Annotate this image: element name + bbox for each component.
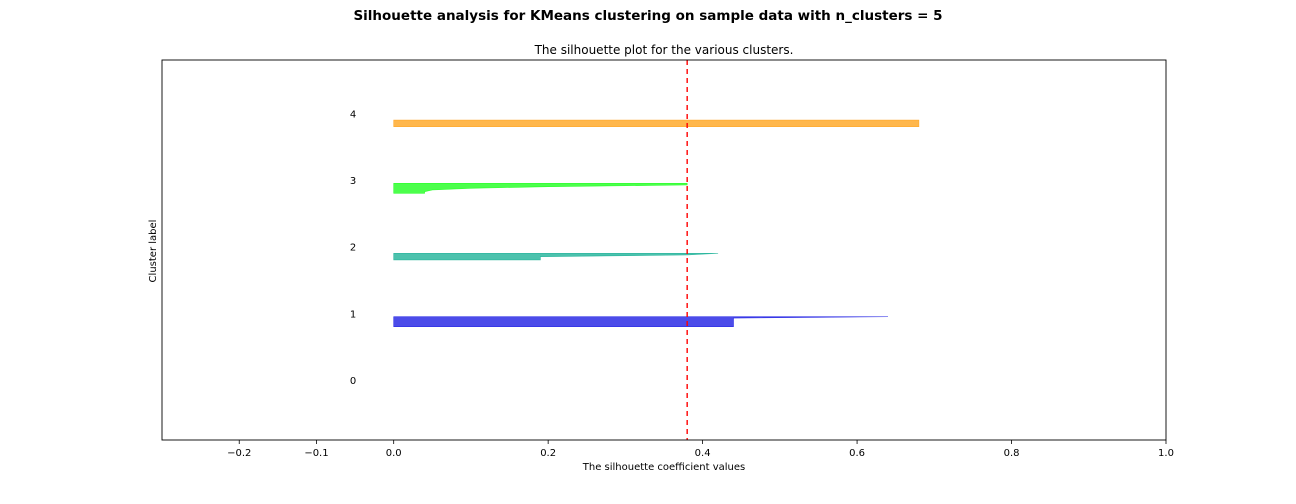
cluster-label-4: 4	[350, 109, 356, 120]
x-tick-label: 0.8	[1004, 448, 1020, 459]
x-tick-label: −0.2	[227, 448, 251, 459]
x-tick-label: 0.6	[849, 448, 865, 459]
x-axis-label: The silhouette coefficient values	[582, 462, 746, 473]
silhouette-fill-cluster-3	[393, 183, 688, 194]
x-tick-label: 1.0	[1158, 448, 1174, 459]
x-axis-ticks: −0.2 −0.1 0.0 0.2 0.4 0.6 0.8 1.0	[227, 440, 1174, 459]
cluster-label-3: 3	[350, 176, 356, 187]
silhouette-fills	[393, 119, 920, 328]
silhouette-fill-cluster-1	[393, 316, 889, 328]
silhouette-fill-cluster-2	[393, 253, 719, 261]
axes-title: The silhouette plot for the various clus…	[534, 43, 794, 57]
cluster-label-2: 2	[350, 243, 356, 254]
y-axis-label: Cluster label	[148, 220, 159, 283]
cluster-label-1: 1	[350, 309, 356, 320]
silhouette-fill-cluster-4	[393, 119, 920, 127]
axes-frame	[161, 59, 1167, 441]
x-tick-label: 0.4	[695, 448, 711, 459]
cluster-labels: 0 1 2 3 4	[350, 109, 356, 387]
x-tick-label: −0.1	[304, 448, 328, 459]
figure-suptitle: Silhouette analysis for KMeans clusterin…	[353, 8, 943, 24]
cluster-label-0: 0	[350, 376, 356, 387]
x-tick-label: 0.0	[386, 448, 402, 459]
x-tick-label: 0.2	[540, 448, 556, 459]
